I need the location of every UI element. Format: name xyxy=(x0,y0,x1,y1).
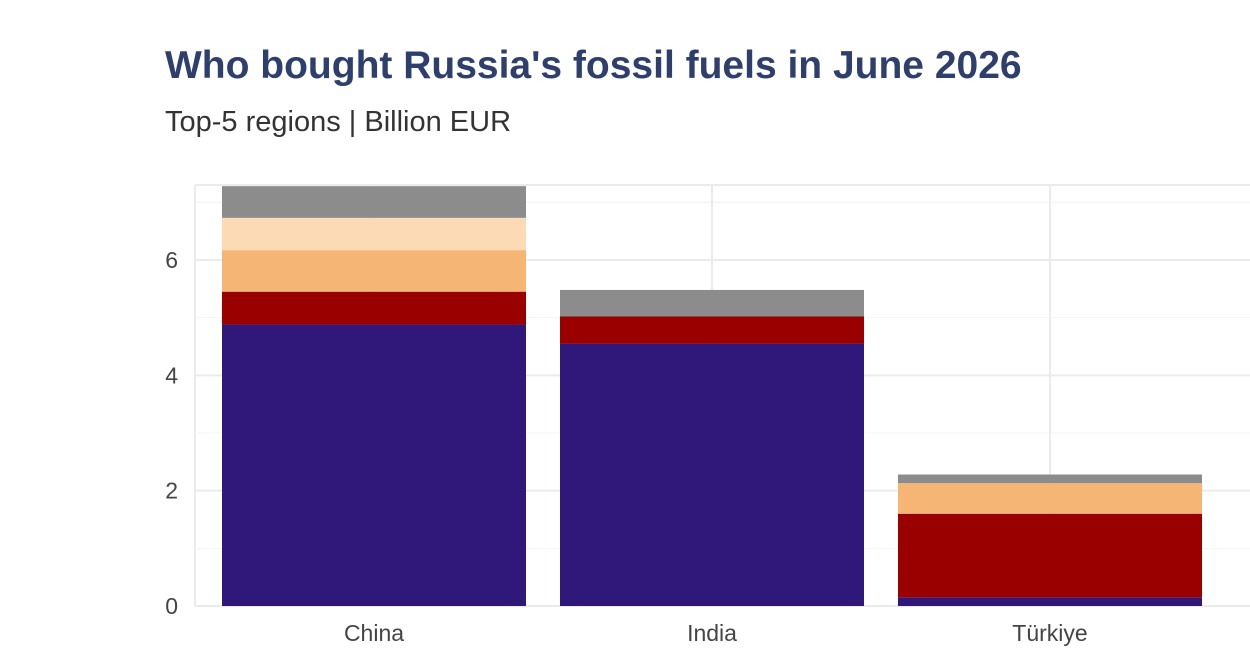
bar-segment xyxy=(222,250,526,292)
x-axis-ticks: China India Türkiye xyxy=(344,620,1088,646)
bar-segment xyxy=(898,474,1202,484)
bar-segment xyxy=(222,324,526,606)
y-axis-ticks: 0 2 4 6 xyxy=(165,247,178,619)
bar-segment xyxy=(222,186,526,218)
x-tick-label: China xyxy=(344,620,404,646)
bar-segment xyxy=(898,597,1202,606)
bar-segment xyxy=(898,483,1202,514)
chart-title: Who bought Russia's fossil fuels in June… xyxy=(165,44,1022,87)
y-tick-label: 2 xyxy=(165,478,178,504)
bar-segment xyxy=(222,217,526,251)
y-tick-label: 6 xyxy=(165,247,178,273)
y-tick-label: 0 xyxy=(165,593,178,619)
bar-segment xyxy=(560,316,864,344)
bar-segment xyxy=(560,289,864,317)
bars-group xyxy=(222,186,1202,606)
bar-segment xyxy=(222,291,526,325)
chart-subtitle: Top-5 regions | Billion EUR xyxy=(165,106,512,138)
bar-segment xyxy=(898,513,1202,598)
y-tick-label: 4 xyxy=(165,362,178,388)
x-tick-label: Türkiye xyxy=(1012,620,1087,646)
x-tick-label: India xyxy=(687,620,737,646)
bar-segment xyxy=(560,343,864,606)
